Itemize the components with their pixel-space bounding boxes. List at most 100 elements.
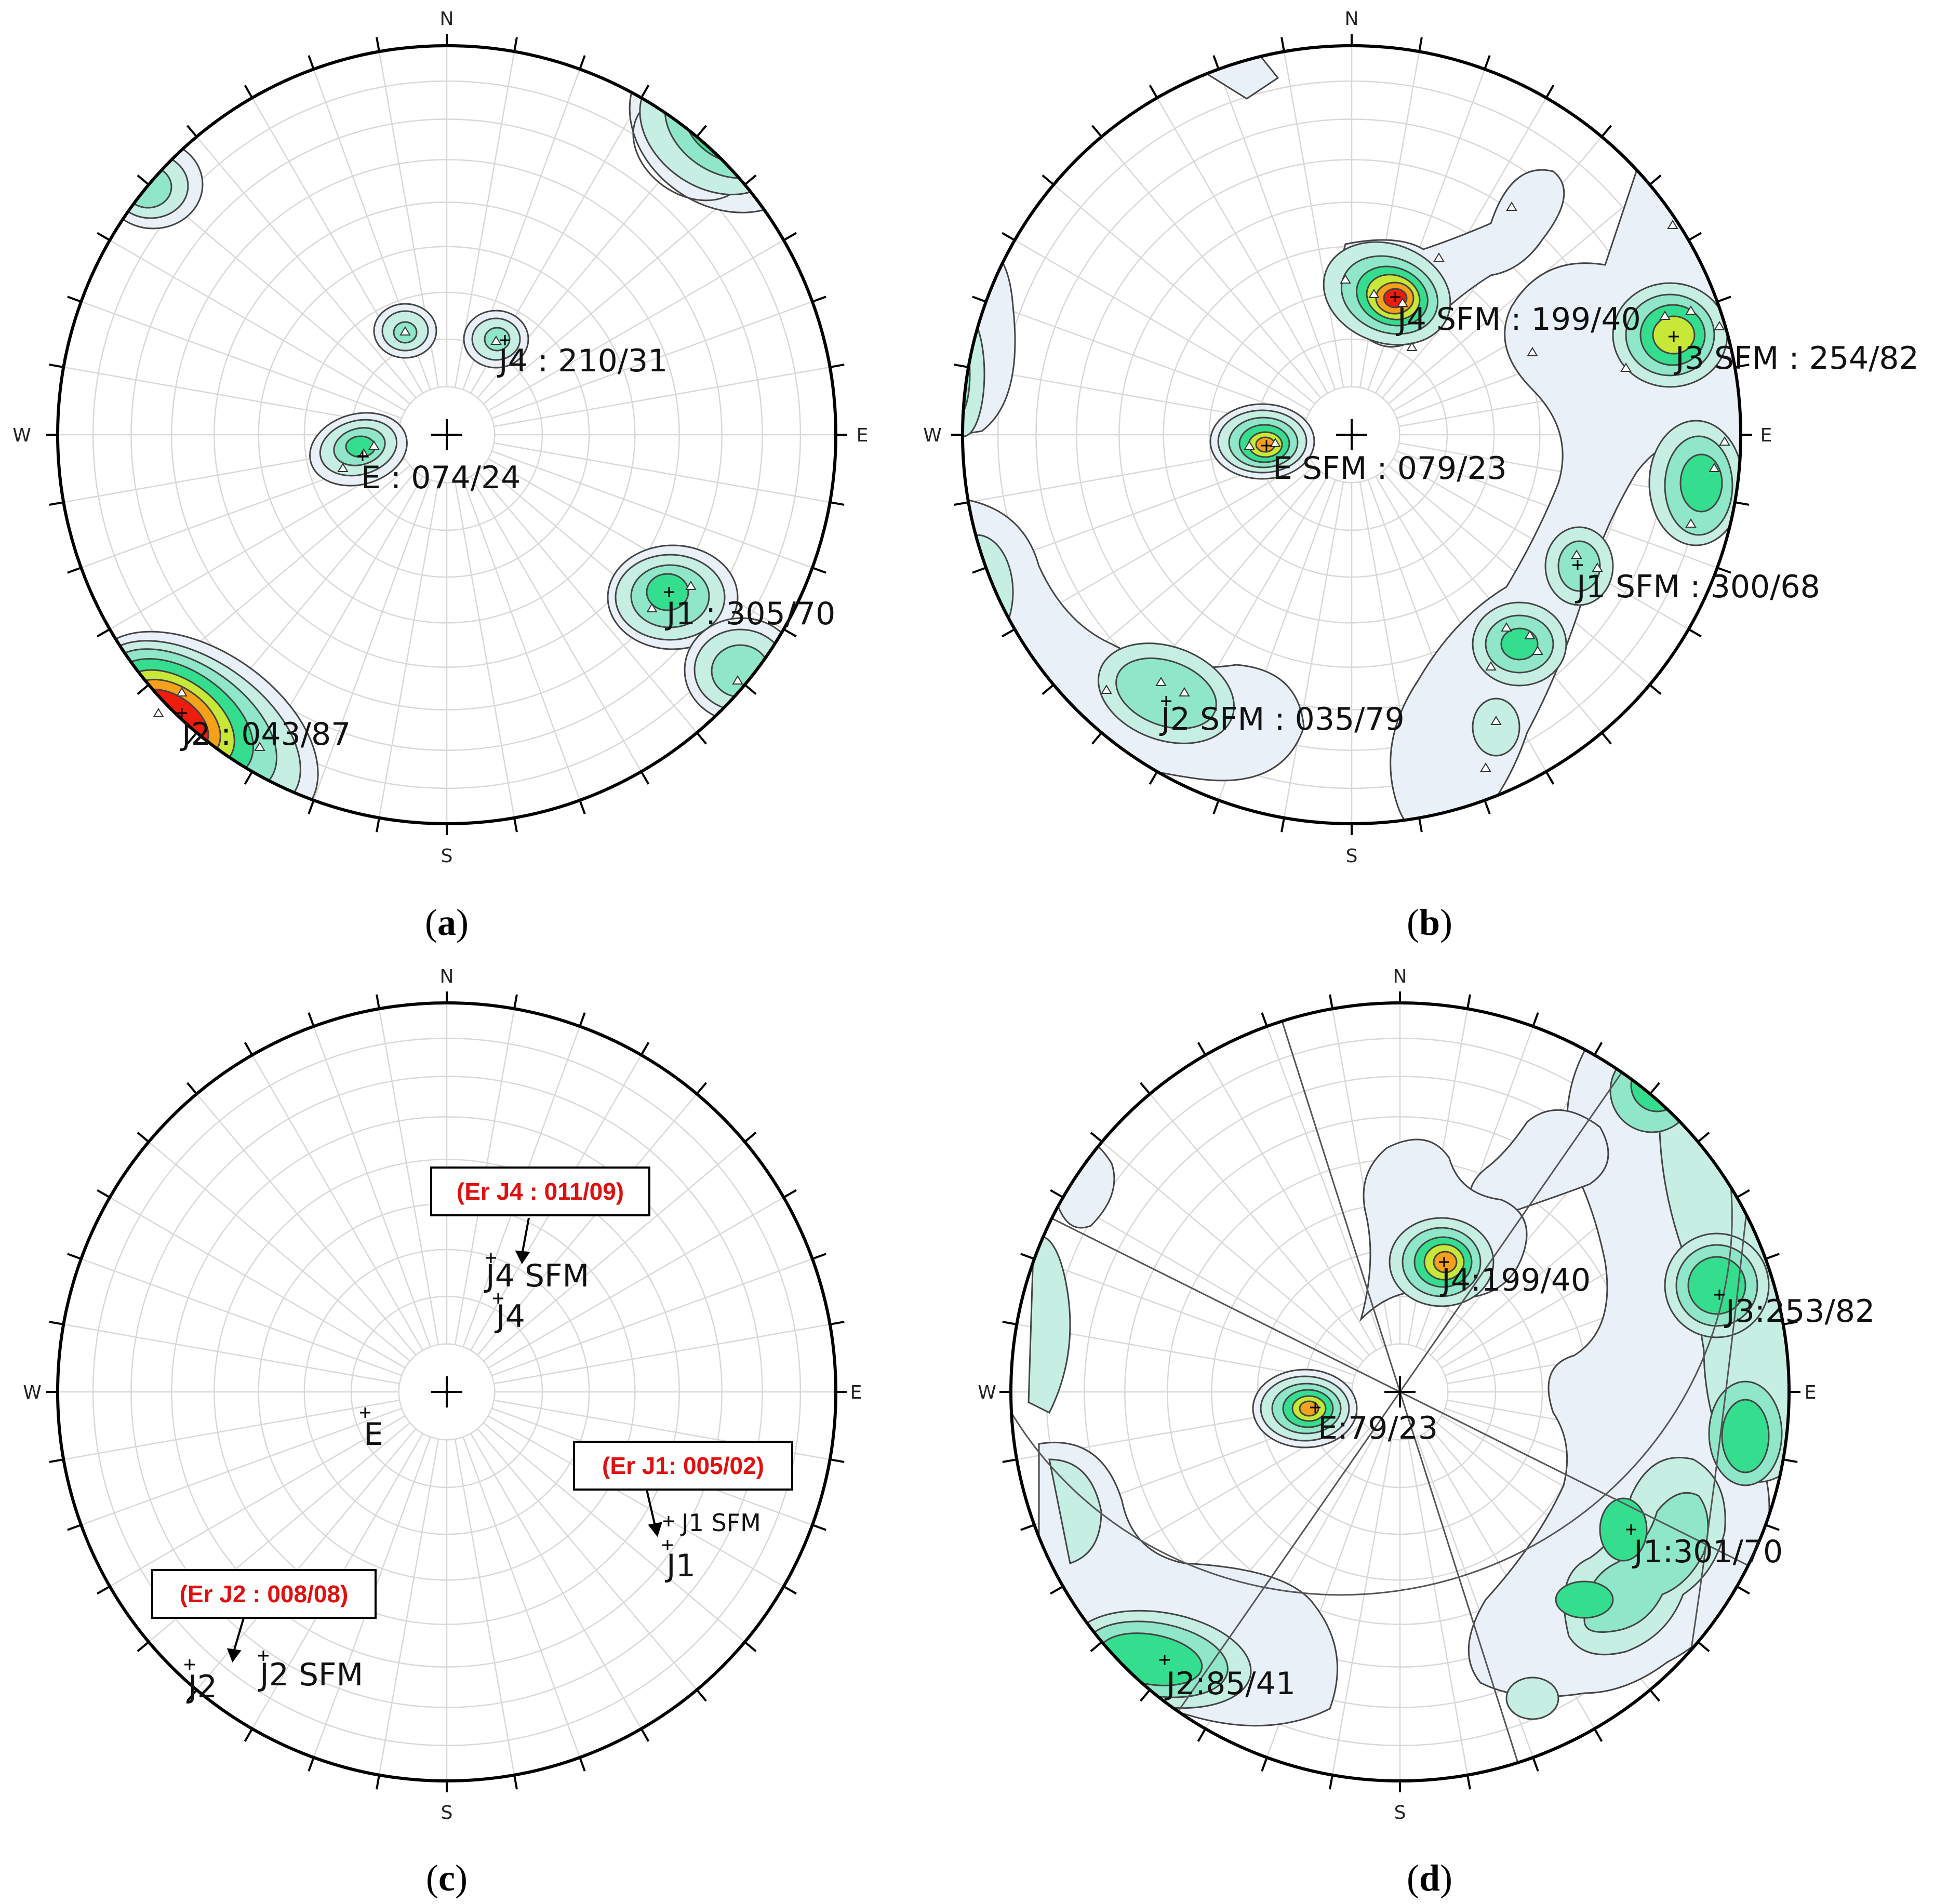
set-label-j4-a: J4 : 210/31 [497, 343, 668, 379]
azimuth-tick [696, 125, 707, 138]
set-label-j4-d: J4:199/40 [1439, 1262, 1591, 1298]
set-label-j4-b: J4 SFM : 199/40 [1395, 301, 1641, 338]
azimuth-tick [244, 1042, 253, 1056]
error-box-j4: (Er J4 : 011/09) [430, 1166, 650, 1216]
azimuth-tick [1649, 683, 1662, 695]
azimuth-tick [830, 1458, 845, 1463]
compass-south-c: S [441, 1802, 453, 1823]
compass-north-a: N [440, 8, 454, 30]
net-spoke [109, 458, 406, 630]
net-spoke [1156, 97, 1328, 394]
error-text-j1: (Er J1: 005/02) [602, 1452, 764, 1479]
azimuth-tick [1002, 1458, 1017, 1463]
equal-area-net-c [57, 1002, 837, 1782]
net-spoke [1014, 239, 1311, 411]
net-spoke [63, 1323, 400, 1385]
net-spoke [470, 476, 642, 772]
azimuth-tick [376, 1775, 380, 1790]
set-label-e-c: E [364, 1416, 383, 1453]
azimuth-tick [1600, 125, 1612, 138]
net-spoke [483, 1422, 745, 1643]
azimuth-tick [1783, 1321, 1798, 1325]
set-label-j1-a: J1 : 305/70 [664, 596, 835, 632]
compass-south-a: S [441, 846, 453, 867]
azimuth-tick [376, 37, 380, 52]
azimuth-tick [67, 1524, 82, 1531]
set-label-e-a: E : 074/24 [361, 460, 521, 496]
azimuth-tick [744, 1641, 757, 1652]
azimuth-tick [1090, 1641, 1103, 1652]
net-spoke [313, 1026, 431, 1347]
mean-pole-crosses-d [1159, 1257, 1725, 1665]
net-spoke [1205, 1054, 1377, 1351]
azimuth-tick [1197, 1728, 1207, 1742]
net-spoke [196, 136, 417, 399]
net-spoke [488, 1197, 784, 1369]
contour-cluster-j1 [607, 544, 800, 723]
azimuth-tick [513, 1775, 518, 1790]
azimuth-tick [1418, 817, 1423, 833]
net-spoke [81, 1258, 402, 1376]
compass-west-a: W [12, 425, 31, 446]
azimuth-tick [1717, 296, 1731, 303]
net-spoke [109, 1197, 406, 1369]
set-label-j2-a: J2 : 043/87 [180, 716, 351, 753]
azimuth-tick [49, 501, 64, 506]
azimuth-tick [1466, 1775, 1471, 1790]
azimuth-tick [972, 296, 986, 303]
azimuth-tick [1545, 771, 1555, 785]
net-spoke [1331, 1439, 1393, 1775]
azimuth-tick [1484, 55, 1491, 70]
net-spoke [1149, 1093, 1370, 1356]
azimuth-tick [49, 1321, 64, 1325]
net-spoke [1101, 136, 1322, 399]
azimuth-tick [244, 771, 253, 785]
azimuth-tick [954, 501, 969, 506]
net-spoke [470, 1433, 642, 1729]
azimuth-tick [137, 1641, 150, 1652]
azimuth-tick [513, 817, 518, 833]
net-spoke [378, 481, 439, 818]
error-box-j2: (Er J2 : 008/08) [151, 1569, 377, 1619]
compass-west-b: W [923, 425, 942, 446]
center-cross-c [431, 1376, 462, 1407]
azimuth-tick [1593, 1728, 1603, 1742]
azimuth-tick [579, 800, 586, 814]
azimuth-tick [696, 1689, 707, 1702]
azimuth-tick [137, 175, 150, 186]
azimuth-tick [137, 683, 150, 695]
azimuth-tick [1149, 85, 1158, 99]
panel-b: N S W E J4 SFM : 199/40 J3 SFM : 254/82 … [923, 8, 1919, 943]
compass-south-d: S [1394, 1802, 1406, 1823]
azimuth-tick [1261, 1757, 1268, 1772]
compass-north-b: N [1345, 8, 1359, 30]
azimuth-tick [1688, 628, 1702, 638]
caption-d: (d) [1407, 1857, 1452, 1899]
azimuth-tick [812, 567, 826, 574]
azimuth-tick [1765, 1524, 1780, 1531]
azimuth-tick [137, 1132, 150, 1143]
net-spoke [109, 239, 406, 411]
caption-a: (a) [425, 902, 469, 943]
azimuth-tick [1649, 1082, 1660, 1095]
azimuth-tick [1261, 1012, 1268, 1027]
azimuth-ticks-c [46, 991, 847, 1792]
azimuth-tick [1090, 1132, 1103, 1143]
net-spoke [196, 1093, 417, 1356]
pole-markers-b [1101, 202, 1730, 772]
azimuth-tick [1091, 732, 1103, 745]
azimuth-tick [186, 1082, 198, 1095]
azimuth-tick [1466, 994, 1471, 1009]
set-label-j4-c: J4 [494, 1298, 525, 1335]
azimuth-tick [830, 501, 845, 506]
compass-north-c: N [440, 966, 454, 987]
error-box-j1: (Er J1: 005/02) [573, 1441, 793, 1491]
azimuth-tick [1649, 1689, 1660, 1702]
net-spoke [477, 471, 698, 733]
net-spoke [491, 450, 813, 569]
azimuth-tick [49, 1458, 64, 1463]
net-spoke [1407, 1439, 1469, 1775]
azimuth-tick [783, 628, 797, 638]
set-label-j1-c: J1 [664, 1548, 696, 1584]
